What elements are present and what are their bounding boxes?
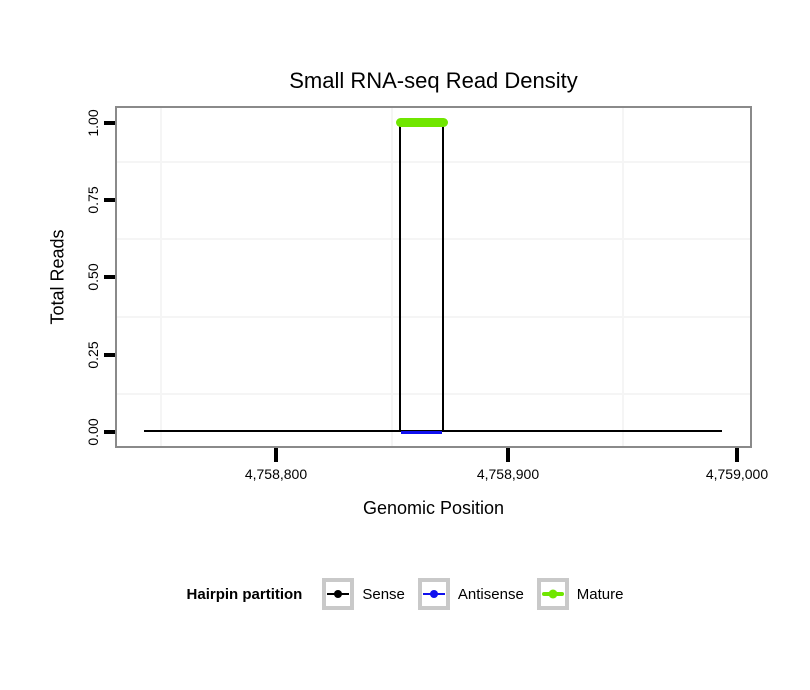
plot-panel <box>115 106 752 448</box>
antisense-key-dot <box>429 590 438 598</box>
chart-title: Small RNA-seq Read Density <box>289 68 578 93</box>
antisense-key-icon <box>417 578 450 610</box>
legend-label-sense: Sense <box>362 585 405 603</box>
antisense-segment <box>401 431 442 434</box>
y-tick-label-0.00: 0.00 <box>85 418 101 446</box>
legend-item-sense: Sense <box>322 578 405 610</box>
minor-gridline-x-4758850 <box>391 108 393 446</box>
y-axis-title: Total Reads <box>47 229 68 325</box>
minor-gridline-x-4758750 <box>160 108 162 446</box>
legend-item-antisense: Antisense <box>417 578 524 610</box>
y-tick-label-0.75: 0.75 <box>85 186 101 214</box>
minor-gridline-x-4758950 <box>622 108 624 446</box>
x-tick-4759000 <box>735 448 739 462</box>
minor-gridline-y-0.375 <box>117 316 750 318</box>
x-tick-4758900 <box>506 448 510 462</box>
sense-pulse-left-edge <box>399 122 401 432</box>
minor-gridline-y-0.625 <box>117 238 750 240</box>
x-tick-4758800 <box>274 448 278 462</box>
y-tick-0.25 <box>104 353 116 357</box>
x-axis-title: Genomic Position <box>362 498 505 518</box>
sense-key-icon <box>322 578 355 610</box>
y-tick-0.75 <box>104 198 116 202</box>
sense-pulse-right-edge <box>442 122 444 432</box>
legend-label-antisense: Antisense <box>457 585 524 603</box>
minor-gridline-y-0.875 <box>117 161 750 163</box>
x-tick-label-4759000: 4,759,000 <box>705 466 769 482</box>
y-tick-label-0.50: 0.50 <box>85 263 101 291</box>
mature-key-dot <box>548 589 558 599</box>
minor-gridline-y-0.125 <box>117 393 750 395</box>
legend-item-mature: Mature <box>536 578 624 610</box>
legend-label-mature: Mature <box>576 585 624 603</box>
y-tick-label-1.00: 1.00 <box>85 109 101 137</box>
x-tick-label-4758900: 4,758,900 <box>476 466 540 482</box>
legend-title: Hairpin partition <box>186 585 303 603</box>
legend: Hairpin partition Sense Antisense Mature <box>0 578 810 610</box>
mature-segment <box>396 118 448 127</box>
x-tick-label-4758800: 4,758,800 <box>244 466 308 482</box>
y-tick-label-0.25: 0.25 <box>85 341 101 369</box>
sense-key-dot <box>334 590 343 598</box>
y-tick-0.00 <box>104 430 116 434</box>
y-tick-1.00 <box>104 121 116 125</box>
mature-key-icon <box>536 578 569 610</box>
y-tick-0.50 <box>104 275 116 279</box>
